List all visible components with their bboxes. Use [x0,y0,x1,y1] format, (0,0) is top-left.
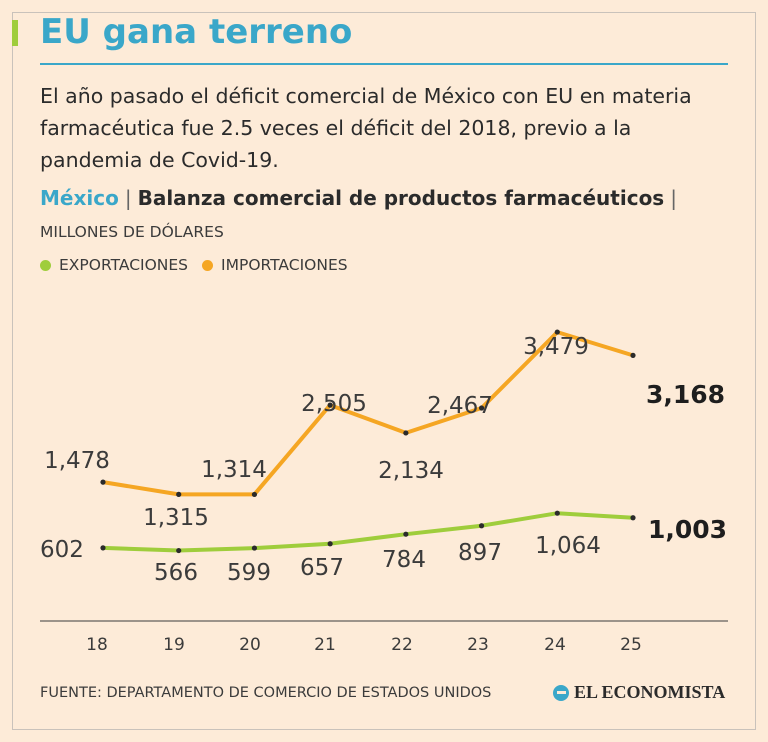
x-tick-label: 18 [86,635,108,655]
data-label-imports: 3,168 [646,380,725,409]
data-label-imports: 2,505 [301,391,367,417]
data-point-exports [100,545,106,551]
source-note: FUENTE: DEPARTAMENTO DE COMERCIO DE ESTA… [40,685,492,701]
data-label-exports: 657 [300,555,344,581]
data-point-imports [478,405,485,411]
data-point-exports [327,541,333,547]
chart-legend: EXPORTACIONES IMPORTACIONES [40,256,362,274]
headline-rule [40,63,728,65]
brand-logo: EL ECONOMISTA [553,682,725,703]
data-label-exports: 784 [382,547,426,573]
data-point-exports [251,545,258,551]
data-label-exports: 1,064 [535,533,601,559]
legend-item-imports: IMPORTACIONES [202,256,348,274]
data-label-imports: 1,478 [44,448,110,474]
chart-heading: México | Balanza comercial de productos fa… [40,186,683,210]
x-tick-label: 21 [314,635,336,655]
data-point-imports [251,491,258,498]
data-point-imports [327,402,333,408]
data-point-imports [100,479,106,485]
headline: EU gana terreno [40,12,353,52]
title-accent-bar [12,20,18,46]
data-point-exports [554,510,560,516]
data-point-imports [403,430,409,436]
data-point-exports [478,523,485,529]
x-tick-label: 24 [544,635,566,655]
x-tick-label: 25 [620,635,642,655]
data-label-exports: 602 [40,537,84,563]
legend-dot-exports [40,259,51,271]
data-point-imports [554,329,560,335]
series-line-exports [101,511,635,553]
data-point-exports [176,547,182,554]
heading-separator-end: | [670,186,677,210]
data-label-imports: 1,314 [201,457,267,483]
x-tick-label: 20 [239,635,261,655]
legend-label-imports: IMPORTACIONES [221,256,348,274]
data-label-exports: 599 [227,560,271,586]
economista-logo-icon [553,684,569,701]
data-label-imports: 3,479 [523,334,589,360]
chart-country: México [40,186,119,210]
infographic-frame [12,12,756,730]
x-tick-label: 19 [163,635,185,655]
data-label-imports: 2,134 [378,458,444,484]
chart-title: Balanza comercial de productos farmacéut… [137,186,665,210]
data-point-imports [176,491,182,497]
data-label-imports: 2,467 [427,393,493,419]
data-label-imports: 1,315 [143,505,209,531]
legend-item-exports: EXPORTACIONES [40,256,188,274]
lead-paragraph: El año pasado el déficit comercial de Mé… [40,84,692,172]
x-tick-label: 23 [467,635,489,655]
series-line-imports [101,330,635,497]
legend-dot-imports [202,259,214,271]
x-tick-label: 22 [391,635,413,655]
data-point-imports [630,352,636,358]
data-label-exports: 566 [154,560,198,586]
legend-label-exports: EXPORTACIONES [59,256,189,274]
data-label-exports: 897 [458,540,502,566]
data-point-exports [630,515,636,521]
brand-name: EL ECONOMISTA [574,682,726,702]
heading-separator: | [124,186,132,210]
chart-unit: MILLONES DE DÓLARES [40,223,224,241]
data-label-exports: 1,003 [648,515,727,544]
data-point-exports [403,531,409,537]
